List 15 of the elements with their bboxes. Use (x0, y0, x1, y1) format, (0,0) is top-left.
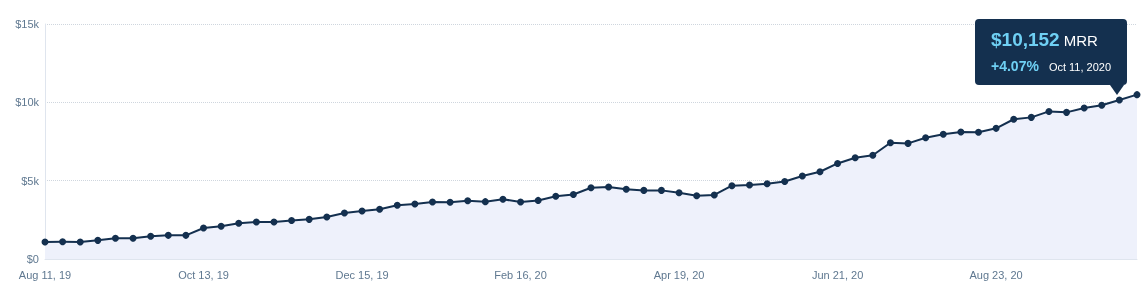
x-tick-label: Dec 15, 19 (335, 268, 389, 281)
x-tick-label: Feb 16, 20 (494, 268, 547, 281)
x-tick-label: Oct 13, 19 (178, 268, 229, 281)
x-tick-label: Aug 23, 20 (969, 268, 1023, 281)
annotation: MRR (1063, 32, 1098, 49)
y-tick-label: $0 (26, 253, 39, 265)
annotation: $10,152 (991, 29, 1060, 50)
x-tick-label: Aug 11, 19 (18, 268, 72, 281)
annotation: Oct 11, 2020 (1048, 61, 1112, 73)
y-tick-label: $5k (21, 174, 40, 187)
x-tick-label: Apr 19, 20 (653, 268, 705, 281)
y-tick-label: $15k (15, 18, 40, 30)
x-tick-label: Jun 21, 20 (811, 268, 864, 281)
annotation: +4.07% (991, 58, 1039, 74)
y-tick-label: $10k (15, 96, 40, 109)
